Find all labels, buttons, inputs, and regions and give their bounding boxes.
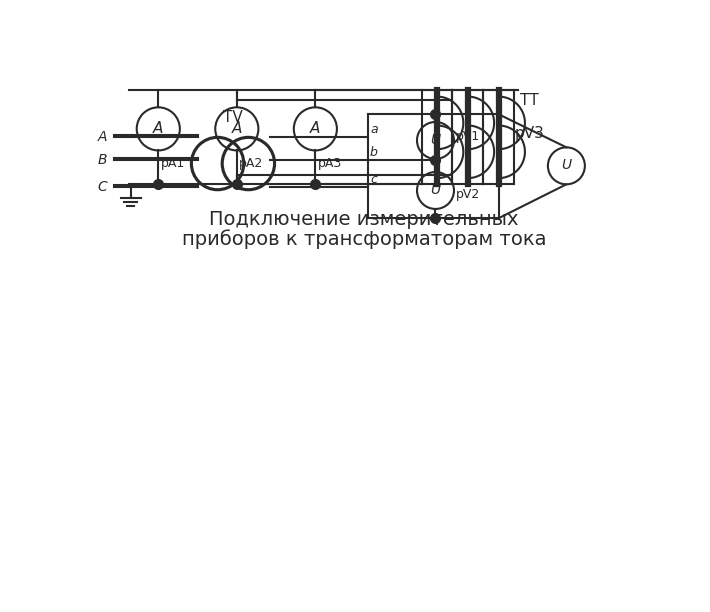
- Text: А: А: [310, 121, 320, 136]
- Text: U: U: [430, 133, 440, 147]
- Text: ТТ: ТТ: [520, 94, 539, 108]
- Text: рV2: рV2: [457, 188, 481, 201]
- Text: ТV: ТV: [223, 110, 243, 125]
- Text: А: А: [231, 121, 242, 136]
- Text: рА2: рА2: [239, 157, 263, 170]
- Text: а: а: [370, 123, 378, 136]
- Text: U: U: [562, 158, 572, 172]
- Text: b: b: [370, 146, 378, 159]
- Text: с: с: [370, 173, 377, 186]
- Text: U: U: [430, 183, 440, 196]
- Text: рА3: рА3: [317, 157, 342, 170]
- Text: приборов к трансформаторам тока: приборов к трансформаторам тока: [182, 229, 546, 248]
- Text: рV1: рV1: [457, 130, 481, 143]
- Text: В: В: [98, 152, 107, 166]
- Text: А: А: [98, 130, 107, 144]
- Text: рV3: рV3: [514, 126, 544, 141]
- Text: А: А: [153, 121, 163, 136]
- Text: рА1: рА1: [160, 157, 185, 170]
- Text: С: С: [98, 180, 107, 193]
- Text: Подключение измерительных: Подключение измерительных: [209, 210, 518, 229]
